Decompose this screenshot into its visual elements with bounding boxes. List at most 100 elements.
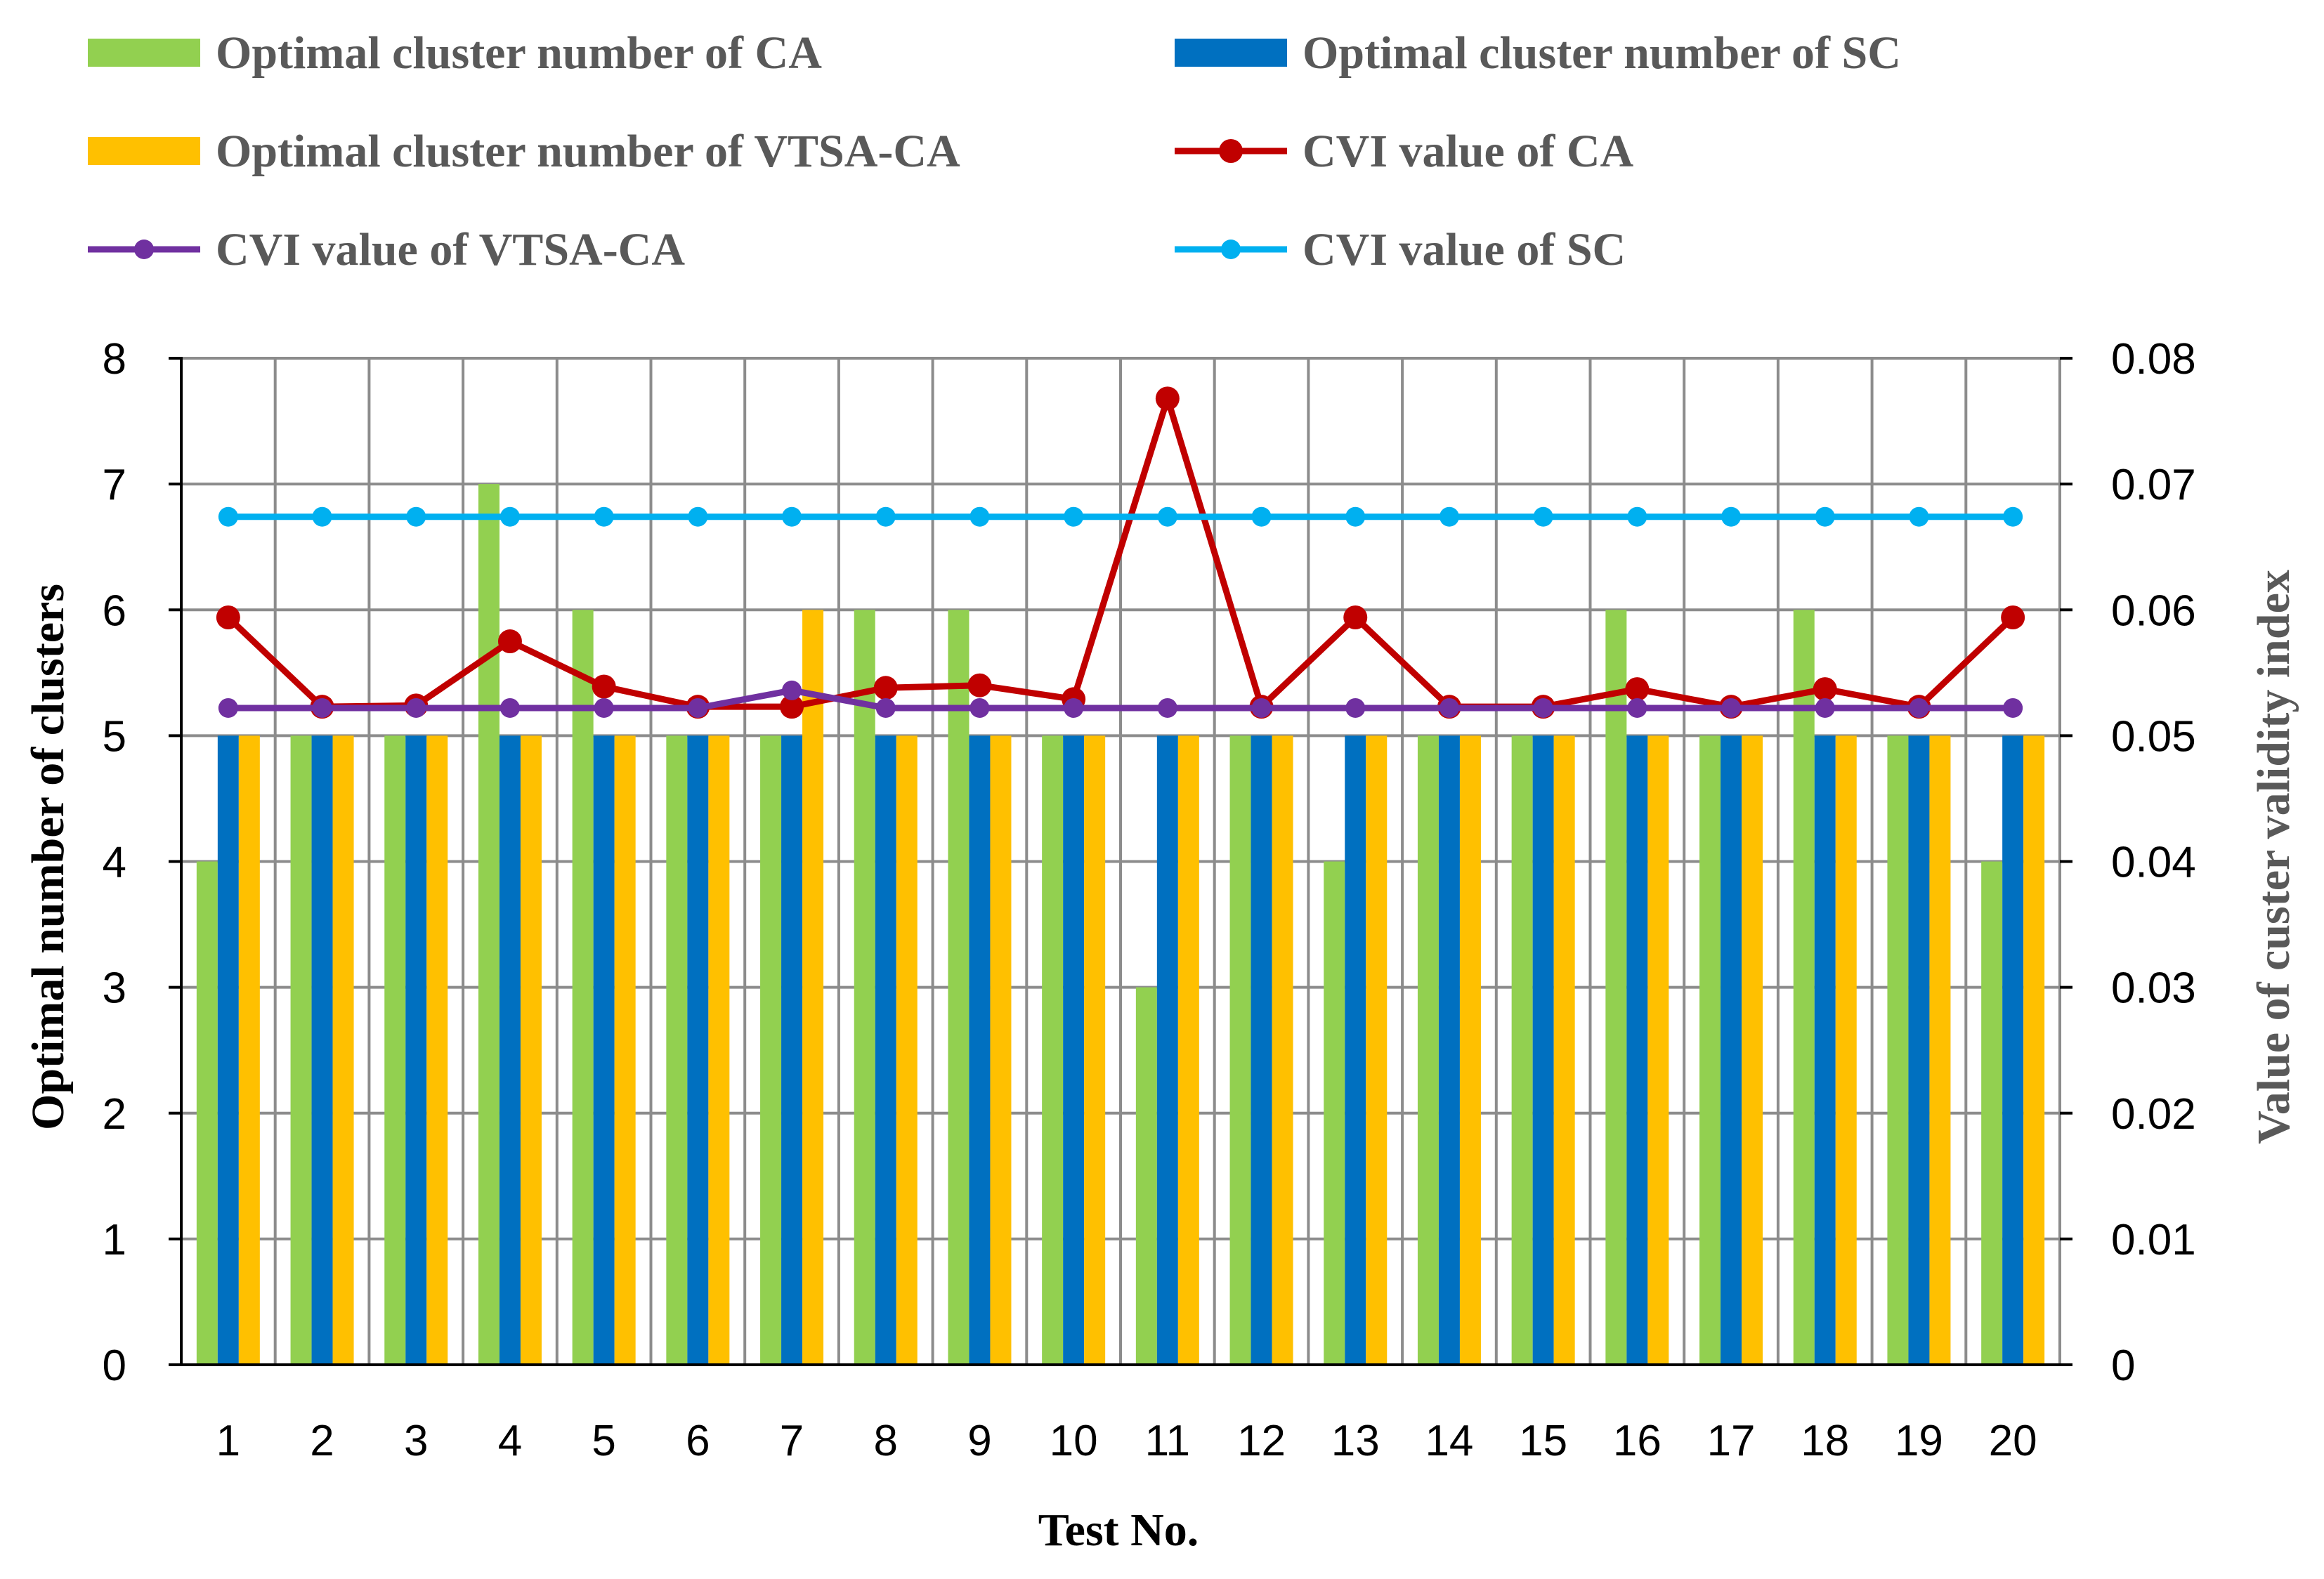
point-cvi-value-of-vtsa-ca xyxy=(312,697,332,718)
point-cvi-value-of-ca xyxy=(592,674,616,699)
legend-label-optimal-cluster-number-of-ca: Optimal cluster number of CA xyxy=(216,27,822,79)
point-cvi-value-of-vtsa-ca xyxy=(594,697,614,718)
y2-tick-label: 0 xyxy=(2111,1342,2135,1390)
y-tick-label: 0 xyxy=(103,1342,126,1390)
point-cvi-value-of-vtsa-ca xyxy=(1909,697,1929,718)
bar-optimal-cluster-number-of-ca xyxy=(1605,610,1627,1365)
y-tick-label: 2 xyxy=(103,1090,126,1139)
point-cvi-value-of-sc xyxy=(312,506,332,527)
point-cvi-value-of-vtsa-ca xyxy=(1064,697,1084,718)
bar-optimal-cluster-number-of-ca xyxy=(1229,735,1251,1365)
point-cvi-value-of-sc xyxy=(218,506,238,527)
point-cvi-value-of-sc xyxy=(406,506,426,527)
x-tick-label: 14 xyxy=(1425,1417,1473,1465)
x-tick-label: 10 xyxy=(1050,1417,1098,1465)
bar-optimal-cluster-number-of-vtsa-ca xyxy=(1929,735,1951,1365)
gridlines xyxy=(181,357,2061,1365)
point-cvi-value-of-sc xyxy=(1909,506,1929,527)
bar-optimal-cluster-number-of-ca xyxy=(1793,610,1815,1365)
bar-optimal-cluster-number-of-sc xyxy=(1626,735,1648,1365)
x-tick-label: 18 xyxy=(1801,1417,1849,1465)
y2-tick-label: 0.06 xyxy=(2111,587,2196,635)
bar-optimal-cluster-number-of-vtsa-ca xyxy=(1272,735,1293,1365)
bar-optimal-cluster-number-of-ca xyxy=(196,861,218,1365)
bar-optimal-cluster-number-of-ca xyxy=(1324,861,1345,1365)
bar-optimal-cluster-number-of-vtsa-ca xyxy=(802,610,824,1365)
bar-optimal-cluster-number-of-vtsa-ca xyxy=(708,735,730,1365)
bar-optimal-cluster-number-of-sc xyxy=(1438,735,1460,1365)
legend-label-cvi-value-of-sc: CVI value of SC xyxy=(1303,224,1626,275)
legend-label-optimal-cluster-number-of-vtsa-ca: Optimal cluster number of VTSA-CA xyxy=(216,126,960,177)
y-tick-label: 4 xyxy=(103,839,126,887)
bar-optimal-cluster-number-of-vtsa-ca xyxy=(520,735,542,1365)
bar-optimal-cluster-number-of-vtsa-ca xyxy=(1553,735,1575,1365)
bar-optimal-cluster-number-of-vtsa-ca xyxy=(1366,735,1388,1365)
bar-optimal-cluster-number-of-sc xyxy=(687,735,709,1365)
y2-tick-label: 0.02 xyxy=(2111,1090,2196,1139)
point-cvi-value-of-vtsa-ca xyxy=(688,697,708,718)
line-cvi-value-of-vtsa-ca xyxy=(228,687,2013,712)
x-tick-label: 15 xyxy=(1519,1417,1567,1465)
point-cvi-value-of-vtsa-ca xyxy=(970,697,990,718)
point-cvi-value-of-sc xyxy=(1533,506,1553,527)
point-cvi-value-of-vtsa-ca xyxy=(875,697,896,718)
point-cvi-value-of-sc xyxy=(1439,506,1459,527)
y2-tick-label: 0.05 xyxy=(2111,712,2196,761)
bar-optimal-cluster-number-of-sc xyxy=(1908,735,1930,1365)
tick-labels: 01234567800.010.020.030.040.050.060.070.… xyxy=(103,335,2196,1465)
bar-optimal-cluster-number-of-vtsa-ca xyxy=(990,735,1012,1365)
line-cvi-value-of-ca xyxy=(226,395,2016,710)
point-cvi-value-of-sc xyxy=(688,506,708,527)
bar-optimal-cluster-number-of-sc xyxy=(1156,735,1178,1365)
legend-swatch-optimal-cluster-number-of-sc xyxy=(1175,39,1287,67)
bar-optimal-cluster-number-of-vtsa-ca xyxy=(1459,735,1481,1365)
x-tick-label: 8 xyxy=(874,1417,898,1465)
x-tick-label: 5 xyxy=(592,1417,615,1465)
x-tick-label: 12 xyxy=(1237,1417,1286,1465)
bar-optimal-cluster-number-of-sc xyxy=(781,735,803,1365)
bar-optimal-cluster-number-of-ca xyxy=(1699,735,1721,1365)
point-cvi-value-of-ca xyxy=(216,605,240,629)
point-cvi-value-of-ca xyxy=(497,629,522,654)
bar-optimal-cluster-number-of-vtsa-ca xyxy=(2023,735,2045,1365)
point-cvi-value-of-sc xyxy=(1064,506,1084,527)
axes xyxy=(169,357,2072,1366)
x-tick-label: 16 xyxy=(1613,1417,1662,1465)
point-cvi-value-of-sc xyxy=(1157,506,1177,527)
point-cvi-value-of-ca xyxy=(1625,677,1650,702)
bar-optimal-cluster-number-of-sc xyxy=(405,735,427,1365)
bar-optimal-cluster-number-of-ca xyxy=(666,735,688,1365)
point-cvi-value-of-vtsa-ca xyxy=(1345,697,1366,718)
y2-tick-label: 0.01 xyxy=(2111,1216,2196,1264)
bar-optimal-cluster-number-of-ca xyxy=(948,610,970,1365)
x-axis-title: Test No. xyxy=(1038,1505,1199,1556)
y-tick-label: 5 xyxy=(103,712,126,761)
point-cvi-value-of-vtsa-ca xyxy=(406,697,426,718)
point-cvi-value-of-ca xyxy=(1155,386,1180,411)
bar-optimal-cluster-number-of-vtsa-ca xyxy=(332,735,354,1365)
bars xyxy=(196,484,2045,1365)
y2-axis-title: Value of custer validity index xyxy=(2248,570,2299,1144)
point-cvi-value-of-sc xyxy=(875,506,896,527)
x-tick-label: 2 xyxy=(310,1417,334,1465)
x-tick-label: 6 xyxy=(686,1417,710,1465)
bar-optimal-cluster-number-of-vtsa-ca xyxy=(238,735,260,1365)
y2-tick-label: 0.04 xyxy=(2111,839,2196,887)
bar-optimal-cluster-number-of-sc xyxy=(499,735,521,1365)
point-cvi-value-of-ca xyxy=(1813,677,1837,702)
legend-swatch-optimal-cluster-number-of-vtsa-ca xyxy=(88,137,200,165)
bar-optimal-cluster-number-of-ca xyxy=(384,735,406,1365)
x-tick-label: 19 xyxy=(1895,1417,1943,1465)
point-cvi-value-of-sc xyxy=(970,506,990,527)
point-cvi-value-of-sc xyxy=(1251,506,1272,527)
bar-optimal-cluster-number-of-ca xyxy=(854,610,875,1365)
point-cvi-value-of-vtsa-ca xyxy=(1439,697,1459,718)
bar-optimal-cluster-number-of-ca xyxy=(1981,861,2003,1365)
bar-optimal-cluster-number-of-sc xyxy=(969,735,991,1365)
y-tick-label: 6 xyxy=(103,587,126,635)
point-cvi-value-of-ca xyxy=(873,676,898,700)
bar-optimal-cluster-number-of-sc xyxy=(1814,735,1836,1365)
bar-optimal-cluster-number-of-sc xyxy=(311,735,333,1365)
legend-label-cvi-value-of-ca: CVI value of CA xyxy=(1303,126,1633,177)
point-cvi-value-of-vtsa-ca xyxy=(1627,697,1647,718)
